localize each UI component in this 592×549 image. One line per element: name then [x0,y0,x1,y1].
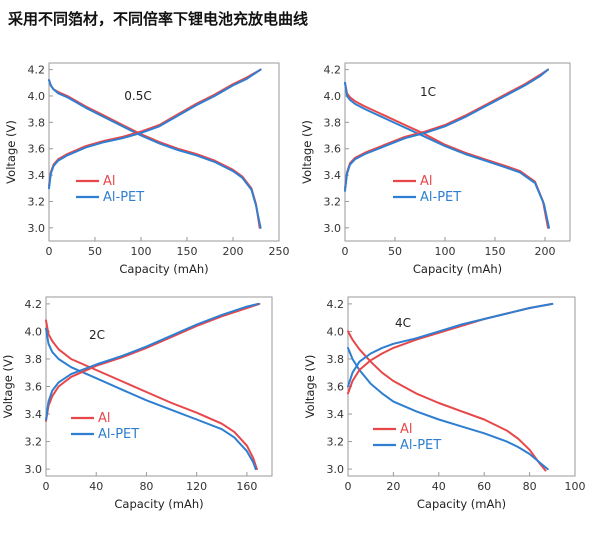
series-line-al [344,81,549,229]
y-tick-label: 4.2 [324,64,342,77]
x-tick-label: 200 [535,245,556,258]
page-title: 采用不同箔材，不同倍率下锂电池充放电曲线 [8,10,309,28]
x-axis-label: Capacity (mAh) [114,497,203,511]
x-tick-label: 40 [432,480,446,493]
plot-frame [48,62,280,242]
y-axis-label: Voltage (V) [303,355,317,419]
x-tick-label: 80 [523,480,537,493]
y-axis-label: Voltage (V) [4,120,18,184]
x-tick-label: 250 [269,245,290,258]
x-tick-label: 100 [131,245,152,258]
y-tick-label: 3.4 [324,169,342,182]
panel-1c: 0 50 100 150 200 3.0 3.2 3.4 3.6 3.8 4.0 4.2 Capacit… [300,62,571,276]
series-line-al [347,330,547,472]
x-tick-label: 50 [388,245,402,258]
x-tick-label: 0 [345,480,352,493]
y-tick-label: 4.2 [28,64,46,77]
x-tick-label: 160 [236,480,257,493]
y-tick-label: 4.0 [327,325,345,338]
y-tick-label: 4.0 [28,90,46,103]
y-tick-label: 3.6 [25,381,43,394]
series-line-al [48,79,261,229]
y-tick-label: 3.8 [324,116,342,129]
y-tick-label: 3.8 [28,116,46,129]
y-tick-label: 3.4 [25,408,43,421]
y-tick-label: 3.8 [25,353,43,366]
y-tick-label: 3.6 [28,143,46,156]
y-axis-label: Voltage (V) [1,355,15,419]
legend-label: Al [400,422,413,437]
legend-label: Al-PET [103,190,144,205]
y-tick-label: 3.0 [327,463,345,476]
panel-0p5c: 0 50 100 150 200 250 3.0 3.2 3.4 3.6 3.8 4.0 4.2 Capa… [4,62,290,276]
y-tick-label: 4.0 [324,90,342,103]
legend-label: Al [420,174,433,189]
x-tick-label: 50 [88,245,102,258]
x-tick-label: 120 [186,480,207,493]
x-tick-label: 40 [89,480,103,493]
x-tick-label: 150 [485,245,506,258]
y-tick-label: 3.0 [28,222,46,235]
legend-label: Al-PET [98,427,139,442]
y-tick-label: 3.6 [327,381,345,394]
series-line-al-pet [45,302,260,421]
x-tick-label: 0 [43,480,50,493]
x-tick-label: 0 [342,245,349,258]
legend-label: Al-PET [400,438,441,453]
y-tick-label: 3.4 [327,408,345,421]
rate-annotation: 4C [395,316,411,330]
legend-label: Al [103,174,116,189]
x-tick-label: 80 [139,480,153,493]
y-tick-label: 3.2 [324,195,342,208]
legend-label: Al [98,411,111,426]
series-line-al [45,319,258,471]
series-line-al-pet [48,79,262,229]
y-tick-label: 4.2 [25,298,43,311]
series-line-al-pet [347,346,549,471]
x-tick-label: 100 [435,245,456,258]
y-tick-label: 4.2 [327,298,345,311]
x-tick-label: 20 [386,480,400,493]
y-tick-label: 3.4 [28,169,46,182]
series-line-al-pet [347,302,554,388]
panel-2c: 0 40 80 120 160 3.0 3.2 3.4 3.6 3.8 4.0 4.2 Capacity… [1,296,273,511]
y-tick-label: 3.0 [25,463,43,476]
y-tick-label: 3.6 [324,143,342,156]
x-axis-label: Capacity (mAh) [119,262,208,276]
x-tick-label: 60 [477,480,491,493]
x-tick-label: 200 [223,245,244,258]
x-tick-label: 100 [565,480,586,493]
series-line-al-pet [344,81,550,229]
plot-frame [344,62,571,242]
panel-4c: 0 20 40 60 80 100 3.0 3.2 3.4 3.6 3.8 4.0 4.2 Capacit… [303,296,586,511]
y-tick-label: 3.0 [324,222,342,235]
y-tick-label: 3.8 [327,353,345,366]
legend-label: Al-PET [420,190,461,205]
rate-annotation: 0.5C [124,89,151,103]
series-line-al-pet [48,68,262,190]
y-tick-label: 4.0 [25,325,43,338]
rate-annotation: 1C [420,85,436,99]
x-tick-label: 0 [46,245,53,258]
series-line-al [45,302,261,422]
series-line-al-pet [45,327,257,471]
series-line-al-pet [344,68,549,192]
x-axis-label: Capacity (mAh) [417,497,506,511]
y-tick-label: 3.2 [28,195,46,208]
y-tick-label: 3.2 [25,436,43,449]
x-tick-label: 150 [177,245,198,258]
rate-annotation: 2C [89,328,105,342]
plot-frame [45,296,273,477]
y-tick-label: 3.2 [327,436,345,449]
y-axis-label: Voltage (V) [300,120,314,184]
x-axis-label: Capacity (mAh) [413,262,502,276]
